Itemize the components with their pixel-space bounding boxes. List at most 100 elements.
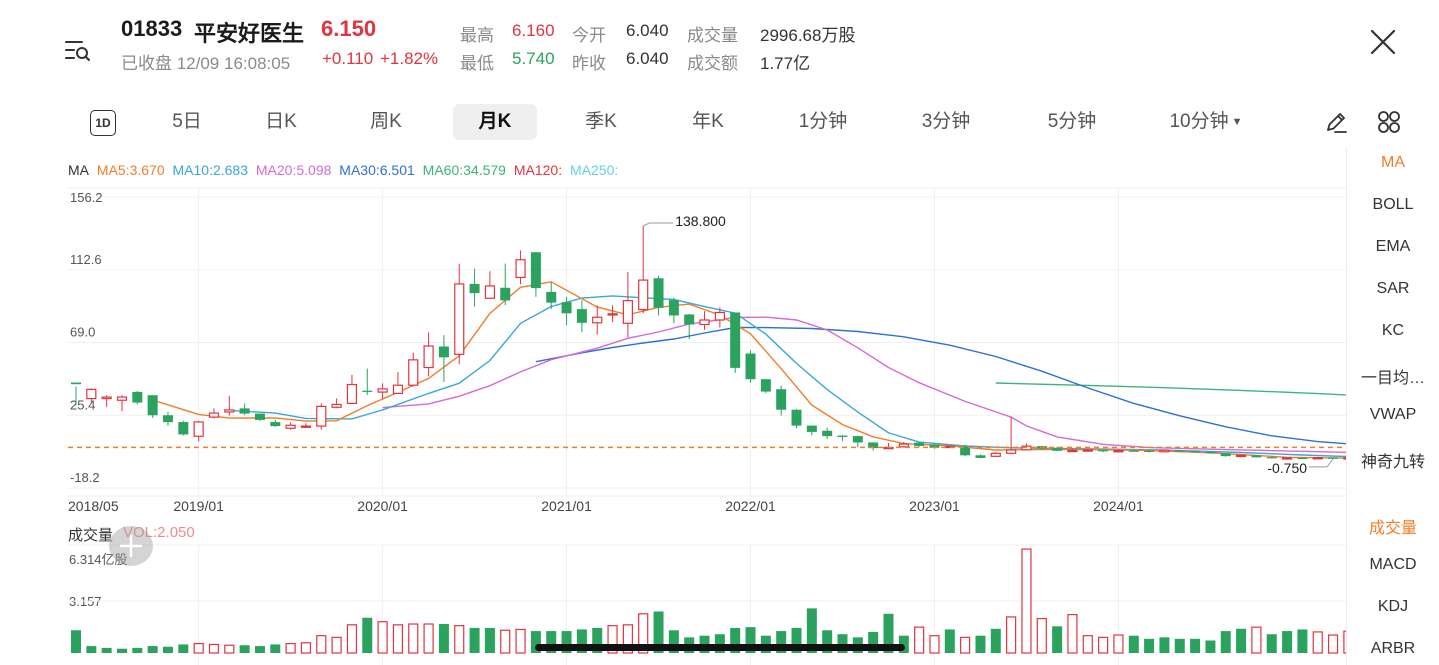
candle-body [1067, 449, 1078, 453]
tab-monthly-k[interactable]: 月K [453, 104, 537, 140]
volume-bar [346, 624, 358, 654]
tab-quarterly-k[interactable]: 季K [585, 111, 617, 132]
y-tick-label: 156.2 [70, 190, 103, 205]
volume-bar [224, 644, 235, 654]
low-label: 最低 [460, 54, 494, 73]
x-tick-label: 2019/01 [173, 498, 224, 514]
volume-bar [423, 623, 434, 654]
candle-body [132, 391, 143, 403]
candle [1266, 456, 1277, 459]
tab-1d[interactable]: 1D [90, 110, 116, 136]
volume-bar [1098, 636, 1109, 654]
candle-body [1190, 450, 1201, 453]
candle [668, 297, 679, 324]
candle [1098, 449, 1109, 453]
volume-bar [316, 635, 327, 654]
candle [960, 444, 971, 456]
indicator-ma[interactable]: MA [1381, 154, 1405, 171]
ma60-line [995, 382, 1346, 396]
candle [1052, 446, 1063, 452]
candle-body [500, 287, 511, 301]
tab-daily-k[interactable]: 日K [265, 111, 297, 132]
volume-bar [806, 608, 817, 653]
add-indicator-button[interactable] [109, 526, 153, 566]
tab-weekly-k[interactable]: 周K [370, 111, 402, 132]
volume-bar [822, 630, 833, 653]
indicator-ema[interactable]: EMA [1375, 238, 1411, 255]
tab-5min[interactable]: 5分钟 [1047, 111, 1097, 132]
volume-bar [101, 647, 112, 653]
candle [622, 272, 633, 338]
volume-bar [1052, 626, 1063, 653]
candle [454, 263, 465, 365]
candle [116, 395, 128, 412]
high-label: 最高 [460, 26, 494, 45]
candle [745, 350, 756, 383]
stock-name: 平安好医生 [194, 21, 305, 46]
tab-10min[interactable]: 10分钟 ▼ [1168, 104, 1244, 140]
candle [515, 250, 526, 285]
volume-bar [990, 628, 1001, 653]
volume-bar [1327, 634, 1339, 654]
tab-3min[interactable]: 3分钟 [921, 111, 971, 132]
indicator-vwap[interactable]: VWAP [1369, 406, 1417, 423]
volume-bar [1205, 640, 1216, 653]
candle-body [576, 309, 587, 323]
candle-body [1266, 457, 1277, 459]
candle-body [454, 283, 465, 355]
indicator-kc[interactable]: KC [1381, 322, 1405, 339]
volume-bar [1067, 614, 1078, 654]
candle-body [484, 285, 496, 299]
candle [1113, 449, 1124, 453]
volume-bar [638, 613, 649, 654]
candle-body [530, 252, 541, 289]
indicator-ichimoku[interactable]: 一目均… [1360, 370, 1425, 387]
indicator-boll[interactable]: BOLL [1372, 196, 1414, 213]
menu-search-icon[interactable] [64, 38, 92, 64]
volume-bar [1006, 616, 1017, 654]
tab-1min[interactable]: 1分钟 [798, 111, 848, 132]
volume-bar [960, 636, 971, 654]
volume-bar [1128, 635, 1139, 653]
low-annotation: -0.750 [1267, 460, 1307, 476]
indicator-kdj[interactable]: KDJ [1377, 598, 1409, 615]
candle [285, 422, 296, 430]
tab-yearly-k[interactable]: 年K [692, 111, 724, 132]
tab-5day[interactable]: 5日 [172, 111, 202, 132]
candle [224, 395, 235, 416]
indicator-sar[interactable]: SAR [1376, 280, 1410, 297]
panel-divider [1346, 148, 1347, 665]
candle-body [362, 390, 373, 392]
prev-close-value: 6.040 [626, 49, 669, 68]
candle [239, 403, 250, 416]
candle-body [1174, 450, 1185, 452]
candle-body [607, 313, 618, 316]
indicator-volume[interactable]: 成交量 [1368, 520, 1417, 537]
volume-bar [208, 643, 220, 654]
indicator-arbr[interactable]: ARBR [1370, 640, 1416, 657]
volume-bar [929, 635, 940, 654]
volume-bar [561, 631, 572, 653]
volume-bar [500, 629, 511, 654]
layout-grid-button[interactable] [1376, 109, 1402, 135]
candle-body [1159, 449, 1170, 453]
candle [592, 305, 603, 335]
volume-chart-value: VOL:2.050 [123, 524, 195, 541]
draw-tool-button[interactable] [1323, 109, 1349, 135]
volume-bar [116, 648, 127, 653]
candle [1312, 456, 1323, 460]
candle [1128, 449, 1139, 452]
y-tick-label: 112.6 [70, 252, 102, 267]
close-button[interactable] [1368, 27, 1398, 57]
high-value: 6.160 [512, 21, 555, 40]
candle [71, 382, 81, 406]
close-icon [1370, 29, 1396, 55]
candle [270, 419, 281, 427]
caret-down-icon: ▼ [1231, 116, 1243, 128]
amount-value: 1.77亿 [760, 54, 811, 73]
indicator-td-sequential[interactable]: 神奇九转 [1360, 454, 1425, 471]
candle [975, 454, 986, 459]
indicator-macd[interactable]: MACD [1369, 556, 1417, 573]
ma120-legend: MA120: [513, 162, 563, 178]
